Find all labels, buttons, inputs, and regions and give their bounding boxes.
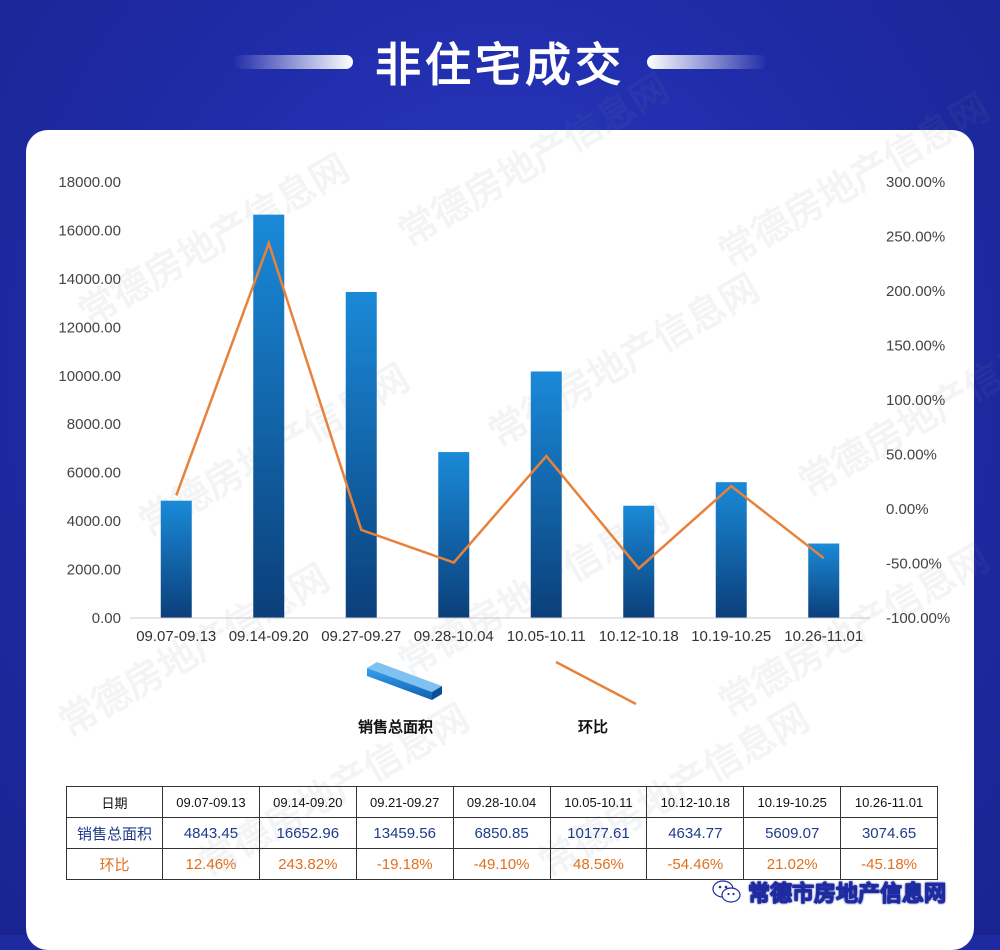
legend-item-area: 销售总面积 — [358, 662, 442, 736]
y-right-tick-label: -100.00% — [886, 610, 950, 627]
brand-logo: 常德市房地产信息网 — [712, 872, 947, 912]
y-right-tick-label: 100.00% — [886, 392, 945, 409]
y-left-tick-label: 10000.00 — [58, 368, 121, 385]
table-cell: 09.21-09.27 — [355, 786, 454, 818]
y-right-tick-label: 0.00% — [886, 501, 929, 518]
y-left-tick-label: 2000.00 — [67, 562, 121, 579]
table-cell: 09.07-09.13 — [162, 786, 260, 818]
page-title: 非住宅成交 — [375, 38, 625, 92]
table-cell: 09.28-10.04 — [452, 786, 551, 818]
ratio-line-series — [175, 239, 825, 571]
legend-item-ratio: 环比 — [555, 660, 637, 736]
title-decoration-right — [647, 55, 767, 69]
bar — [438, 452, 470, 618]
y-right-tick-label: 200.00% — [886, 283, 945, 300]
y-left-tick-label: 18000.00 — [58, 174, 121, 191]
table-cell: 4843.45 — [162, 817, 260, 849]
table-row-ratio: 环比 12.46% 243.82% -19.18% -49.10% 48.56% -54.4… — [66, 848, 938, 880]
bar — [253, 214, 285, 618]
table-cell: 3074.65 — [840, 817, 938, 849]
table-cell: -19.18% — [355, 848, 454, 880]
legend-label-area: 销售总面积 — [358, 718, 433, 736]
x-tick-label: 10.19-10.25 — [691, 628, 771, 645]
table-cell: -49.10% — [452, 848, 551, 880]
title-bar: 非住宅成交 — [0, 22, 1000, 102]
table-cell: 13459.56 — [355, 817, 454, 849]
table-cell: 4634.77 — [646, 817, 745, 849]
y-left-tick-label: 14000.00 — [58, 271, 121, 288]
y-left-tick-label: 6000.00 — [67, 465, 121, 482]
bar — [345, 291, 377, 618]
y-left-tick-label: 16000.00 — [58, 222, 121, 239]
table-row-area: 销售总面积 4843.45 16652.96 13459.56 6850.85 10177… — [66, 817, 938, 849]
legend-line-swatch — [555, 660, 637, 706]
table-cell: 10.19-10.25 — [743, 786, 842, 818]
x-tick-label: 10.05-10.11 — [507, 628, 586, 645]
x-tick-label: 09.14-09.20 — [229, 628, 309, 645]
y-left-tick-label: 8000.00 — [67, 416, 121, 433]
y-left-tick-label: 4000.00 — [67, 513, 121, 530]
table-cell: -45.18% — [840, 848, 938, 880]
chart: 0.00 2000.00 4000.00 6000.00 8000.00 10000.00… — [58, 174, 950, 736]
table-cell: 10177.61 — [549, 817, 648, 849]
y-left-tick-label: 12000.00 — [58, 319, 121, 336]
y-left-tick-label: 0.00 — [92, 610, 121, 627]
bar — [160, 500, 192, 618]
table-cell: 10.05-10.11 — [549, 786, 648, 818]
x-tick-label: 10.12-10.18 — [599, 628, 679, 645]
y-right-tick-label: 50.00% — [886, 447, 937, 464]
table-cell: 243.82% — [258, 848, 357, 880]
y-right-tick-label: -50.00% — [886, 556, 942, 573]
table-cell: 5609.07 — [743, 817, 842, 849]
y-right-tick-label: 150.00% — [886, 338, 945, 355]
x-tick-label: 10.26-11.01 — [784, 628, 863, 645]
y-axis-right: -100.00% -50.00% 0.00% 50.00% 100.00% 150.00%… — [886, 174, 950, 627]
table-cell: 21.02% — [743, 848, 842, 880]
table-cell: -54.46% — [646, 848, 745, 880]
y-right-tick-label: 250.00% — [886, 229, 945, 246]
data-table: 日期 09.07-09.13 09.14-09.20 09.21-09.27 09.28… — [66, 786, 938, 880]
table-cell: 09.14-09.20 — [258, 786, 357, 818]
wechat-icon — [712, 880, 741, 903]
x-axis: 09.07-09.13 09.14-09.20 09.27-09.27 09.28-1… — [130, 617, 870, 645]
table-row-header: 日期 — [66, 786, 163, 818]
bar — [530, 371, 562, 618]
x-tick-label: 09.07-09.13 — [136, 628, 216, 645]
table-header-row: 日期 09.07-09.13 09.14-09.20 09.21-09.27 09.28… — [66, 786, 938, 818]
x-tick-label: 09.27-09.27 — [321, 628, 401, 645]
y-right-tick-label: 300.00% — [886, 174, 945, 191]
bar — [623, 505, 655, 618]
title-decoration-left — [233, 55, 353, 69]
table-cell: 48.56% — [549, 848, 648, 880]
logo-text: 常德市房地产信息网 — [747, 882, 947, 908]
table-cell: 6850.85 — [452, 817, 551, 849]
legend-label-ratio: 环比 — [578, 718, 608, 736]
y-axis-left: 0.00 2000.00 4000.00 6000.00 8000.00 10000.00… — [58, 174, 121, 627]
table-cell: 12.46% — [162, 848, 260, 880]
table-cell: 10.12-10.18 — [646, 786, 745, 818]
x-tick-label: 09.28-10.04 — [414, 628, 494, 645]
bar — [808, 543, 840, 618]
table-row-header: 销售总面积 — [66, 817, 163, 849]
bar — [715, 482, 747, 618]
table-cell: 10.26-11.01 — [840, 786, 938, 818]
table-cell: 16652.96 — [258, 817, 357, 849]
bar-series — [160, 214, 840, 618]
legend: 销售总面积 环比 — [358, 660, 637, 736]
table-row-header: 环比 — [66, 848, 163, 880]
